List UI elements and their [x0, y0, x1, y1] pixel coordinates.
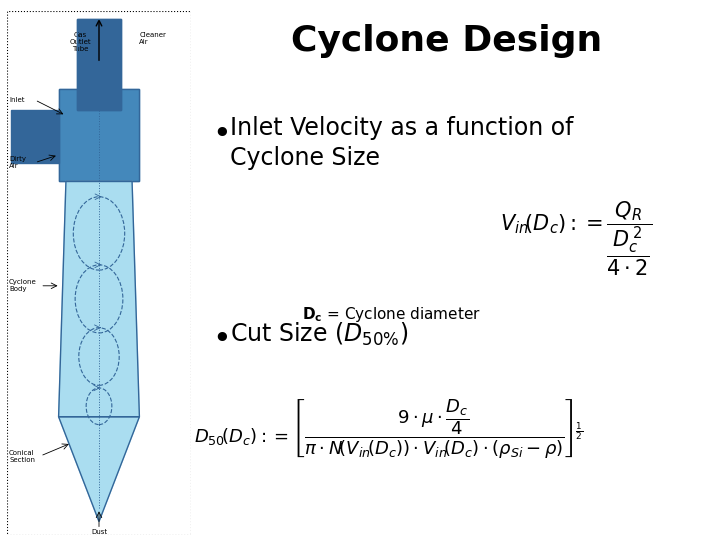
- Text: Inlet: Inlet: [9, 97, 24, 103]
- Bar: [77, 19, 121, 110]
- Text: •: •: [212, 324, 231, 355]
- Text: Dust: Dust: [91, 529, 107, 535]
- Text: $V_{in}\!\left(D_c\right):= \dfrac{Q_R}{\dfrac{D_c^{\,2}}{4 \cdot 2}}$: $V_{in}\!\left(D_c\right):= \dfrac{Q_R}{…: [500, 200, 652, 278]
- Text: $\mathbf{D_c}$ = Cyclone diameter: $\mathbf{D_c}$ = Cyclone diameter: [302, 305, 481, 324]
- Text: Cleaner
Air: Cleaner Air: [140, 32, 166, 45]
- Text: Dirty
Air: Dirty Air: [9, 156, 26, 169]
- Text: Gas
Outlet
Tube: Gas Outlet Tube: [70, 32, 91, 52]
- Polygon shape: [58, 181, 140, 417]
- Text: Inlet Velocity as a function of
Cyclone Size: Inlet Velocity as a function of Cyclone …: [230, 116, 574, 170]
- Text: $D_{50}\!\left(D_c\right):= \left[\dfrac{9 \cdot \mu \cdot \dfrac{D_c}{4}}{\pi \: $D_{50}\!\left(D_c\right):= \left[\dfrac…: [194, 397, 583, 460]
- Bar: [77, 19, 121, 110]
- Text: Cyclone
Body: Cyclone Body: [9, 279, 37, 292]
- Text: Conical
Section: Conical Section: [9, 449, 35, 463]
- Text: •: •: [212, 119, 231, 150]
- Text: Cut Size ($D_{50\%}$): Cut Size ($D_{50\%}$): [230, 321, 409, 348]
- Bar: [11, 110, 58, 163]
- Bar: [58, 89, 140, 181]
- Bar: [58, 89, 140, 181]
- Text: Cyclone Design: Cyclone Design: [291, 24, 602, 58]
- Polygon shape: [58, 417, 140, 522]
